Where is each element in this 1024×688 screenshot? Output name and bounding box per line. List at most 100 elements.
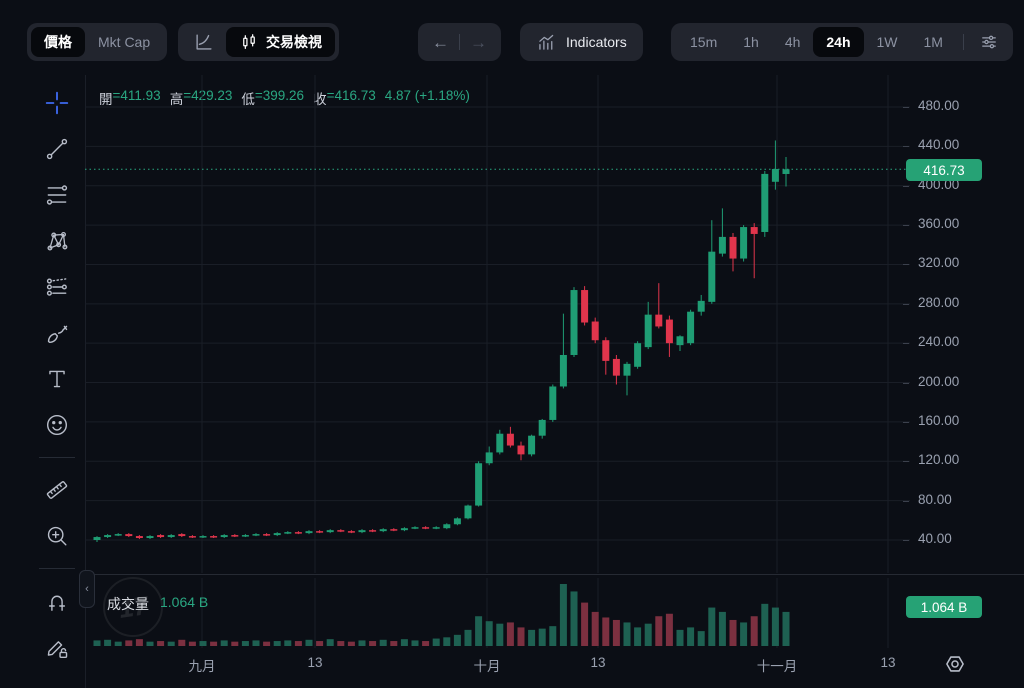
price-tick-label: 440.00 [918, 137, 960, 153]
volume-chart[interactable] [85, 578, 910, 648]
ohlc-legend: 開 =411.93 高 =429.23 低 =399.26 收 =416.73 4.87… [99, 88, 470, 108]
tool-fib-retracement[interactable] [43, 181, 71, 209]
mktcap-tab[interactable]: Mkt Cap [85, 27, 163, 57]
sidebar-divider [39, 568, 75, 569]
tool-zoom-in[interactable] [43, 522, 71, 550]
price-tick-mark [903, 146, 909, 148]
brush-icon [47, 325, 68, 344]
candlestick-chart[interactable] [85, 75, 910, 573]
price-tick-mark [903, 225, 909, 227]
volume-label: 成交量 [107, 596, 149, 612]
line-chart-button[interactable] [182, 27, 226, 57]
line-chart-icon [196, 34, 212, 50]
tool-emoji[interactable] [43, 411, 71, 439]
trading-view-label: 交易檢視 [266, 34, 322, 50]
timeframe-24h[interactable]: 24h [813, 27, 864, 57]
time-axis-label: 13 [590, 655, 606, 670]
price-tick-label: 240.00 [918, 334, 960, 350]
timeframe-15m[interactable]: 15m [677, 27, 730, 57]
tool-brush[interactable] [43, 319, 71, 347]
time-axis-label: 十月 [473, 659, 501, 674]
chart-settings-button[interactable] [971, 27, 1007, 57]
xabcd-pattern-icon [47, 232, 68, 251]
sidebar-separator [85, 75, 86, 688]
magnet-icon [48, 595, 66, 611]
sidebar-collapse-handle[interactable]: ‹ [79, 570, 95, 608]
high-value: =429.23 [183, 88, 233, 103]
trend-line-icon [46, 138, 68, 160]
time-axis-label: 13 [307, 655, 323, 670]
chart-type-toggle: 交易檢視 [178, 23, 339, 61]
tool-xabcd-pattern[interactable] [43, 227, 71, 255]
indicators-button[interactable]: Indicators [520, 23, 643, 61]
tool-text[interactable] [43, 365, 71, 393]
provider-watermark: 17 [103, 577, 163, 637]
time-axis-label: 13 [880, 655, 896, 670]
tool-measure-ruler[interactable] [43, 476, 71, 504]
timeframe-1M[interactable]: 1M [911, 27, 956, 57]
emoji-icon [46, 414, 68, 436]
volume-value: 1.064 B [160, 594, 209, 610]
price-mktcap-toggle: 價格 Mkt Cap [27, 23, 168, 61]
price-tick-mark [903, 421, 909, 423]
indicators-icon [539, 34, 554, 50]
price-tick-mark [903, 185, 909, 187]
nav-divider [459, 34, 460, 50]
sidebar-divider [39, 457, 75, 458]
timeframe-1W[interactable]: 1W [864, 27, 911, 57]
pane-divider[interactable] [85, 574, 1024, 575]
change-value: 4.87 (+1.18%) [384, 88, 470, 103]
price-tick-label: 480.00 [918, 98, 960, 113]
price-tick-mark [903, 107, 909, 108]
price-tick-label: 320.00 [918, 255, 960, 271]
fib-retracement-icon [46, 185, 68, 205]
tool-magnet[interactable] [43, 587, 71, 615]
timeframe-1h[interactable]: 1h [730, 27, 772, 57]
price-tick-mark [903, 461, 909, 463]
timeframe-selector: 15m 1h 4h 24h 1W 1M [671, 23, 1013, 61]
time-axis-label: 九月 [188, 659, 216, 674]
price-tick-label: 80.00 [918, 491, 952, 507]
tool-trend-line[interactable] [43, 135, 71, 163]
low-value: =399.26 [254, 88, 305, 103]
price-tick-label: 40.00 [918, 531, 952, 546]
price-tab[interactable]: 價格 [31, 27, 85, 57]
candles-icon [243, 34, 255, 50]
price-tick-label: 120.00 [918, 452, 960, 468]
indicators-label: Indicators [566, 34, 627, 50]
open-label: 開 [99, 92, 113, 107]
pencil-lock-icon [47, 641, 68, 658]
back-button[interactable]: ← [432, 32, 449, 52]
open-value: =411.93 [112, 88, 161, 103]
settings-icon[interactable] [942, 651, 968, 677]
timeframe-divider [962, 34, 964, 50]
high-label: 高 [169, 92, 184, 107]
tool-projection[interactable] [43, 273, 71, 301]
close-value: =416.73 [326, 88, 376, 103]
price-tick-mark [903, 343, 909, 345]
current-price-badge: 416.73 [906, 159, 982, 181]
price-tick-mark [903, 540, 909, 541]
candle-chart-button[interactable]: 交易檢視 [226, 27, 335, 57]
ruler-icon [46, 481, 68, 499]
forward-button[interactable]: → [470, 32, 487, 52]
drawing-toolbar [30, 89, 84, 661]
volume-legend: 成交量 1.064 B [107, 594, 208, 614]
text-icon [49, 370, 65, 388]
close-label: 收 [313, 92, 327, 107]
price-tick-label: 280.00 [918, 294, 960, 310]
projection-icon [46, 278, 67, 296]
timeframe-4h[interactable]: 4h [772, 27, 814, 57]
history-nav: ← → [418, 23, 501, 61]
time-axis[interactable]: 九月 13 十月 13 十一月 13 [0, 648, 1024, 682]
price-tick-mark [903, 382, 909, 384]
price-tick-mark [903, 264, 909, 266]
sliders-icon [982, 35, 996, 49]
tool-draw-lock[interactable] [43, 633, 71, 661]
tool-crosshair[interactable] [43, 89, 71, 117]
timeframe-buttons: 15m 1h 4h 24h 1W 1M [677, 27, 956, 57]
price-tick-mark [903, 303, 909, 305]
time-axis-label: 十一月 [756, 659, 798, 674]
price-tick-label: 200.00 [918, 373, 960, 389]
